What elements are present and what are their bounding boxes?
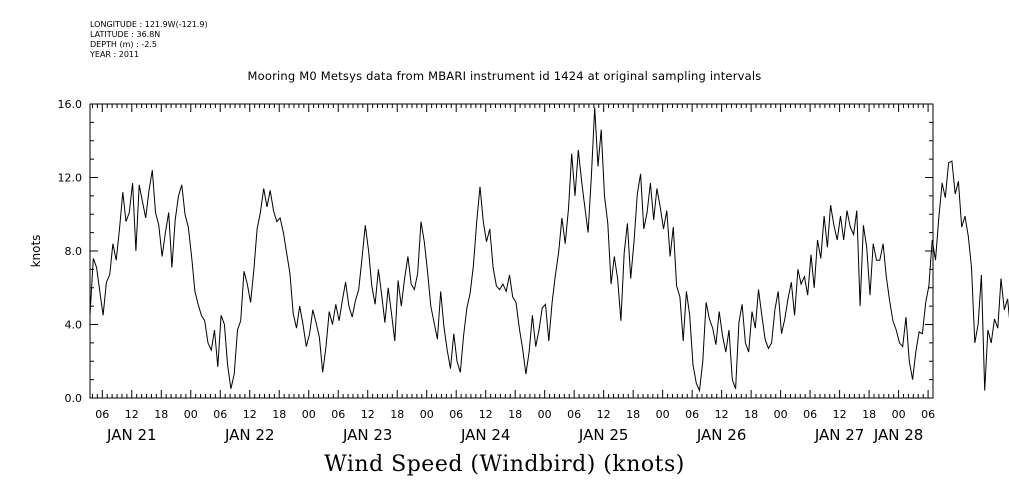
day-label: JAN 23 [342, 426, 393, 444]
hour-tick-label: 06 [685, 408, 699, 421]
hour-tick-label: 00 [302, 408, 316, 421]
hour-tick-label: 12 [125, 408, 139, 421]
chart-title: Wind Speed (Windbird) (knots) [324, 452, 685, 477]
y-tick-label: 4.0 [65, 319, 83, 332]
hour-tick-label: 18 [744, 408, 758, 421]
longitude-text: LONGITUDE : 121.9W(-121.9) [90, 20, 208, 29]
hour-tick-label: 12 [715, 408, 729, 421]
year-text: YEAR : 2011 [90, 50, 140, 59]
hour-tick-label: 06 [921, 408, 935, 421]
y-tick-label: 12.0 [58, 172, 83, 185]
hour-tick-label: 12 [597, 408, 611, 421]
hour-tick-label: 00 [774, 408, 788, 421]
latitude-text: LATITUDE : 36.8N [90, 30, 161, 39]
y-axis-label: knots [29, 235, 43, 268]
day-label: JAN 26 [696, 426, 747, 444]
hour-tick-label: 18 [862, 408, 876, 421]
day-label: JAN 21 [106, 426, 157, 444]
y-tick-label: 0.0 [65, 392, 83, 405]
day-label: JAN 22 [224, 426, 275, 444]
y-axis: 0.0 4.0 8.0 12.0 16.0 [58, 98, 933, 405]
hour-tick-label: 12 [243, 408, 257, 421]
hour-tick-label: 12 [479, 408, 493, 421]
chart-subtitle: Mooring M0 Metsys data from MBARI instru… [247, 69, 762, 83]
hour-tick-label: 06 [803, 408, 817, 421]
hour-tick-label: 00 [538, 408, 552, 421]
hour-tick-label: 00 [184, 408, 198, 421]
day-label: JAN 24 [460, 426, 511, 444]
hour-tick-label: 12 [361, 408, 375, 421]
mooring-metadata: LONGITUDE : 121.9W(-121.9) LATITUDE : 36… [90, 20, 208, 60]
day-label: JAN 28 [873, 426, 924, 444]
hour-tick-label: 00 [420, 408, 434, 421]
hour-tick-label: 12 [833, 408, 847, 421]
hour-tick-label: 06 [567, 408, 581, 421]
wind-speed-series-line [89, 107, 1009, 393]
hour-tick-label: 00 [656, 408, 670, 421]
hour-tick-label: 00 [892, 408, 906, 421]
y-tick-label: 16.0 [58, 98, 83, 111]
hour-tick-label: 06 [449, 408, 463, 421]
hour-tick-label: 06 [95, 408, 109, 421]
hour-tick-label: 06 [331, 408, 345, 421]
hour-tick-label: 18 [626, 408, 640, 421]
hour-tick-label: 18 [508, 408, 522, 421]
hour-tick-label: 06 [213, 408, 227, 421]
hour-tick-label: 18 [390, 408, 404, 421]
hour-tick-label: 18 [272, 408, 286, 421]
day-label: JAN 25 [578, 426, 629, 444]
hour-tick-label: 18 [154, 408, 168, 421]
y-tick-label: 8.0 [65, 245, 83, 258]
depth-text: DEPTH (m) : -2.5 [90, 40, 157, 49]
day-label: JAN 27 [814, 426, 865, 444]
x-axis: 06 12 18 00 06 12 18 00 06 12 18 00 06 12 18 00 06 12 18 00… [91, 104, 935, 444]
